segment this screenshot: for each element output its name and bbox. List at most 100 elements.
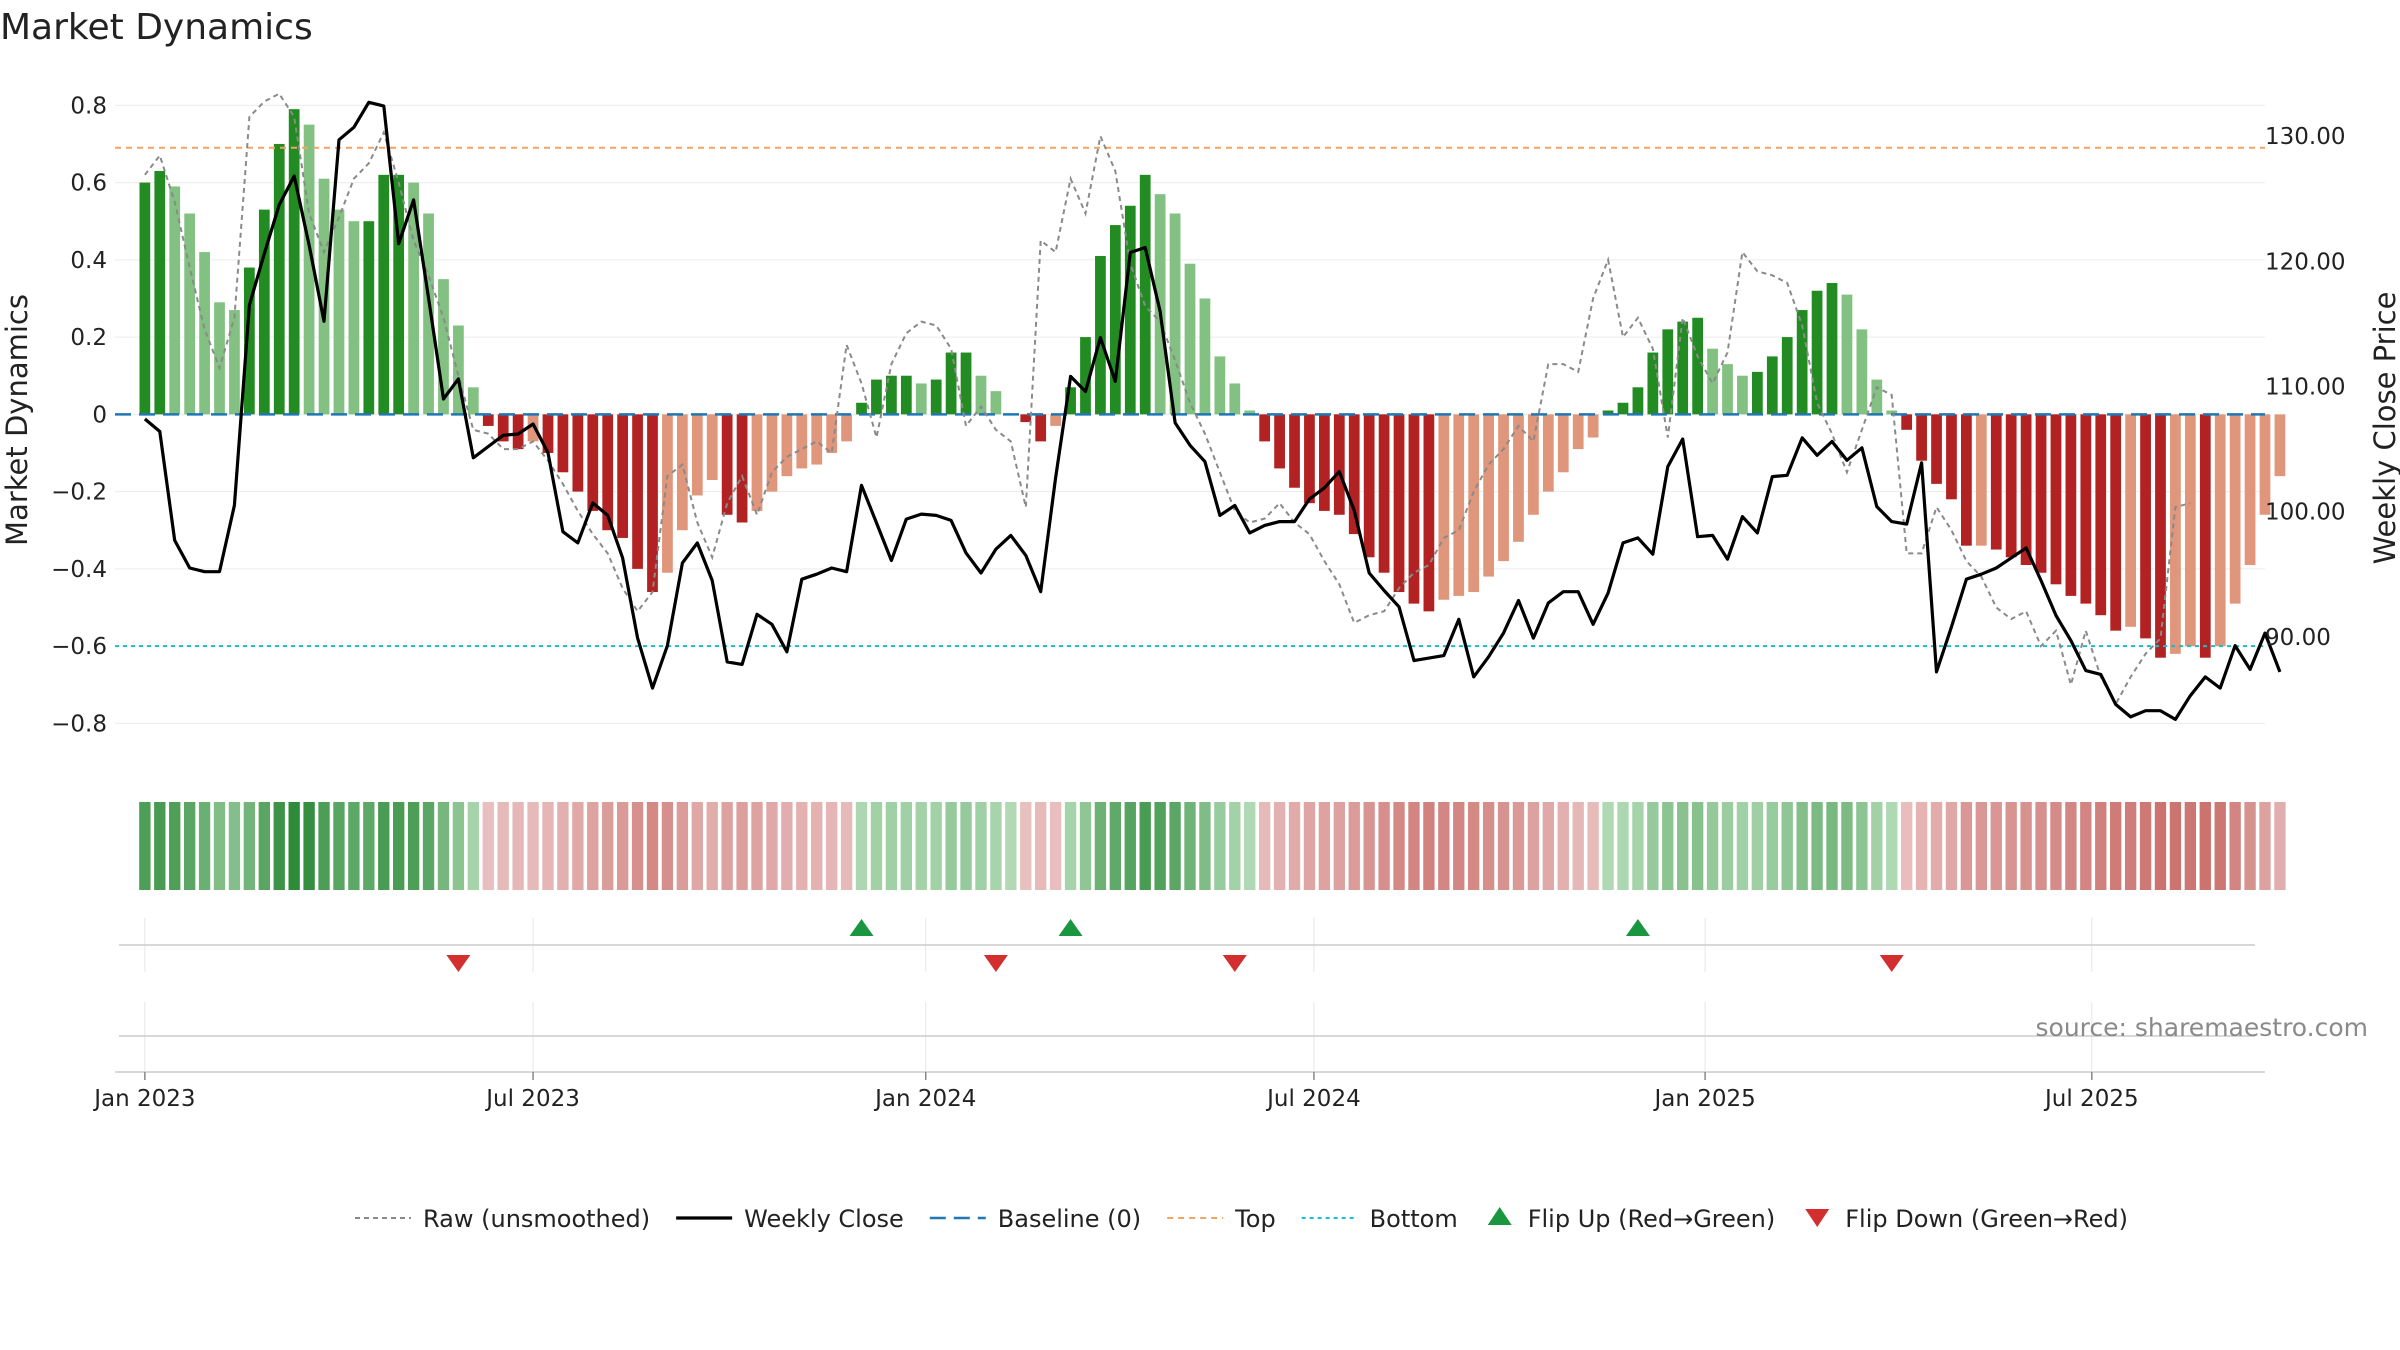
bar <box>1378 414 1390 573</box>
flip-down-marker <box>446 955 471 972</box>
bar <box>900 375 912 415</box>
strip-cell <box>2080 802 2092 890</box>
strip-cell <box>2214 802 2226 890</box>
strip-cell <box>527 802 539 890</box>
source-label: source: sharemaestro.com <box>2036 1013 2369 1042</box>
strip-cell <box>990 802 1002 890</box>
strip-cell <box>393 802 405 890</box>
strip-cell <box>1020 802 1032 890</box>
strip-cell <box>706 802 718 890</box>
strip-cell <box>542 802 554 890</box>
bar <box>1184 263 1196 415</box>
strip-cell <box>1064 802 1077 890</box>
strip-cell <box>512 802 524 890</box>
strip-cell <box>228 802 241 890</box>
strip-cell <box>1930 802 1943 890</box>
strip-cell <box>1393 802 1405 890</box>
strip-cell <box>1900 802 1913 890</box>
strip-cell <box>825 802 838 890</box>
bar <box>1871 379 1883 415</box>
strip-cell <box>1617 802 1629 890</box>
bar <box>318 178 330 415</box>
bar <box>1229 383 1241 415</box>
strip-cell <box>796 802 808 890</box>
strip-cell <box>960 802 972 890</box>
strip-cell <box>721 802 733 890</box>
bar <box>1737 375 1748 415</box>
bar <box>154 170 166 415</box>
strip-cell <box>2139 802 2152 890</box>
legend-flip_down: Flip Down (Green→Red) <box>1805 1205 2128 1233</box>
bar <box>1961 414 1972 546</box>
strip-cell <box>467 802 480 890</box>
bar <box>1811 290 1823 415</box>
raw-line <box>144 92 2191 707</box>
bar-series <box>139 109 2286 658</box>
strip-cell <box>183 802 196 890</box>
strip-cell <box>1886 802 1898 890</box>
bar <box>1348 414 1360 535</box>
bar <box>811 414 823 465</box>
bar <box>766 414 778 492</box>
strip-cell <box>661 802 674 890</box>
strip-cell <box>930 802 942 890</box>
bar <box>363 221 375 415</box>
strip-cell <box>1781 802 1793 890</box>
strip-cell <box>1273 802 1286 890</box>
legend: Raw (unsmoothed) Weekly Close Baseline (0)… <box>355 1205 2128 1233</box>
bar <box>1020 414 1032 423</box>
bar <box>1065 387 1076 415</box>
bar <box>169 186 181 415</box>
flip-up-marker <box>1058 919 1083 936</box>
strip-cell <box>1229 802 1241 890</box>
strip-cell <box>691 802 703 890</box>
bar <box>527 414 539 442</box>
bar <box>542 414 554 453</box>
strip-cell <box>378 802 390 890</box>
bar <box>408 182 419 415</box>
y2-axis-label: Weekly Close Price <box>2368 292 2400 565</box>
bar <box>1841 294 1853 415</box>
bar <box>841 414 852 442</box>
bar <box>1124 205 1136 415</box>
strip-cell <box>1169 802 1181 890</box>
bar <box>303 124 315 415</box>
bar <box>871 379 882 415</box>
strip-cell <box>572 802 584 890</box>
strip-cell <box>2199 802 2211 890</box>
bar <box>1766 356 1778 415</box>
bar <box>676 414 688 531</box>
bar <box>930 379 942 415</box>
strip-cell <box>1423 802 1435 890</box>
bar <box>1692 317 1704 415</box>
strip-cell <box>1572 802 1584 890</box>
bar <box>1647 352 1659 415</box>
x-tick-label: Jan 2024 <box>873 1086 976 1112</box>
strip-cell <box>1512 802 1525 890</box>
bar <box>1931 414 1942 484</box>
bar <box>886 375 897 415</box>
bar <box>1438 414 1450 600</box>
bar <box>2259 414 2271 515</box>
bar <box>1319 414 1330 511</box>
strip-cell <box>1662 802 1674 890</box>
regime-strip <box>139 802 2286 890</box>
strip-cell <box>1527 802 1540 890</box>
bar <box>348 221 360 415</box>
bar <box>2140 414 2151 639</box>
strip-cell <box>945 802 957 890</box>
strip-cell <box>915 802 927 890</box>
bar <box>1796 310 1808 415</box>
strip-cell <box>1482 802 1495 890</box>
bar <box>423 213 434 415</box>
bar <box>602 414 614 531</box>
bar <box>2065 414 2077 596</box>
strip-cell <box>1811 802 1823 890</box>
strip-cell <box>1199 802 1211 890</box>
y2-tick-label: 100.00 <box>2265 500 2345 526</box>
strip-cell <box>1348 802 1360 890</box>
x-tick-label: Jan 2023 <box>92 1086 195 1112</box>
strip-cell <box>258 802 270 890</box>
strip-cell <box>452 802 465 890</box>
strip-cell <box>348 802 360 890</box>
